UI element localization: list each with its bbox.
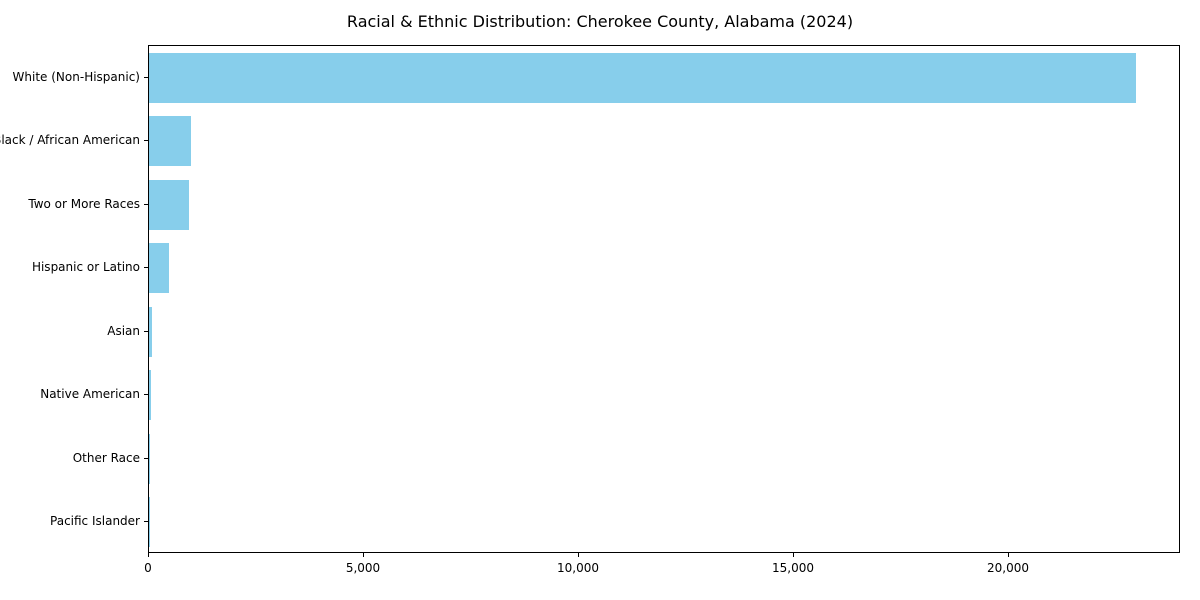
x-tick-label: 0 bbox=[144, 561, 152, 575]
y-tick-mark bbox=[144, 394, 148, 395]
chart-title: Racial & Ethnic Distribution: Cherokee C… bbox=[346, 12, 854, 31]
bar-asian bbox=[149, 307, 152, 357]
bar-white-non-hispanic bbox=[149, 53, 1136, 103]
x-tick-mark bbox=[148, 553, 149, 557]
x-tick-mark bbox=[793, 553, 794, 557]
x-tick-label: 15,000 bbox=[772, 561, 814, 575]
bar-native-american bbox=[149, 370, 151, 420]
bar-black-african-american bbox=[149, 116, 192, 166]
x-tick-mark bbox=[363, 553, 364, 557]
bar-two-or-more-races bbox=[149, 180, 189, 230]
y-tick-mark bbox=[144, 140, 148, 141]
x-tick-mark bbox=[578, 553, 579, 557]
y-tick-label: White (Non-Hispanic) bbox=[12, 70, 140, 84]
bar-hispanic-or-latino bbox=[149, 243, 170, 293]
y-tick-mark bbox=[144, 458, 148, 459]
bar-other-race bbox=[149, 434, 151, 484]
y-tick-label: Two or More Races bbox=[28, 197, 140, 211]
y-tick-mark bbox=[144, 267, 148, 268]
y-tick-label: Pacific Islander bbox=[50, 514, 140, 528]
x-tick-mark bbox=[1008, 553, 1009, 557]
y-tick-mark bbox=[144, 331, 148, 332]
y-tick-label: Other Race bbox=[72, 451, 140, 465]
plot-area bbox=[148, 45, 1180, 553]
bar-pacific-islander bbox=[149, 497, 150, 547]
x-tick-label: 20,000 bbox=[987, 561, 1029, 575]
y-tick-label: Asian bbox=[107, 324, 140, 338]
x-tick-label: 5,000 bbox=[345, 561, 381, 575]
y-tick-label: Native American bbox=[40, 387, 140, 401]
y-tick-label: Hispanic or Latino bbox=[31, 260, 140, 274]
x-tick-label: 10,000 bbox=[557, 561, 599, 575]
y-tick-label: Black / African American bbox=[0, 133, 140, 147]
y-tick-mark bbox=[144, 521, 148, 522]
y-tick-mark bbox=[144, 204, 148, 205]
y-tick-mark bbox=[144, 77, 148, 78]
